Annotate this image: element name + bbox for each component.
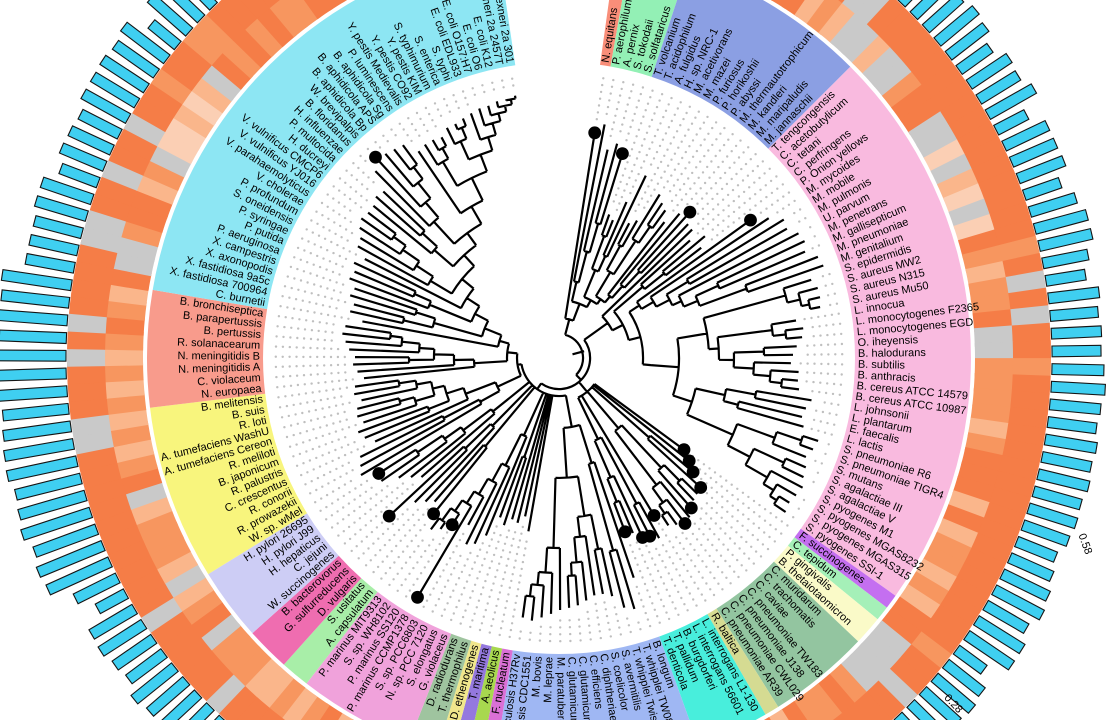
svg-text:O. iheyensis: O. iheyensis: [857, 334, 919, 349]
svg-text:B. suis: B. suis: [231, 404, 266, 422]
svg-text:B. halodurans: B. halodurans: [858, 347, 927, 360]
svg-text:R. solanacearum: R. solanacearum: [177, 336, 261, 351]
svg-text:B. pertussis: B. pertussis: [203, 325, 262, 341]
svg-text:M. paratuberculosis: M. paratuberculosis: [554, 657, 567, 720]
svg-text:R. loti: R. loti: [238, 415, 268, 433]
svg-text:N. meningitidis A: N. meningitidis A: [178, 361, 261, 376]
svg-text:C. glutamicum: C. glutamicum: [565, 657, 580, 720]
svg-text:C. violaceum: C. violaceum: [197, 372, 261, 388]
svg-text:M. leprae: M. leprae: [542, 657, 555, 703]
svg-text:B. subtilis: B. subtilis: [858, 359, 906, 372]
svg-text:B. anthracis: B. anthracis: [857, 369, 916, 384]
svg-text:M. bovis: M. bovis: [530, 655, 545, 697]
svg-text:N. meningitidis B: N. meningitidis B: [177, 350, 260, 362]
